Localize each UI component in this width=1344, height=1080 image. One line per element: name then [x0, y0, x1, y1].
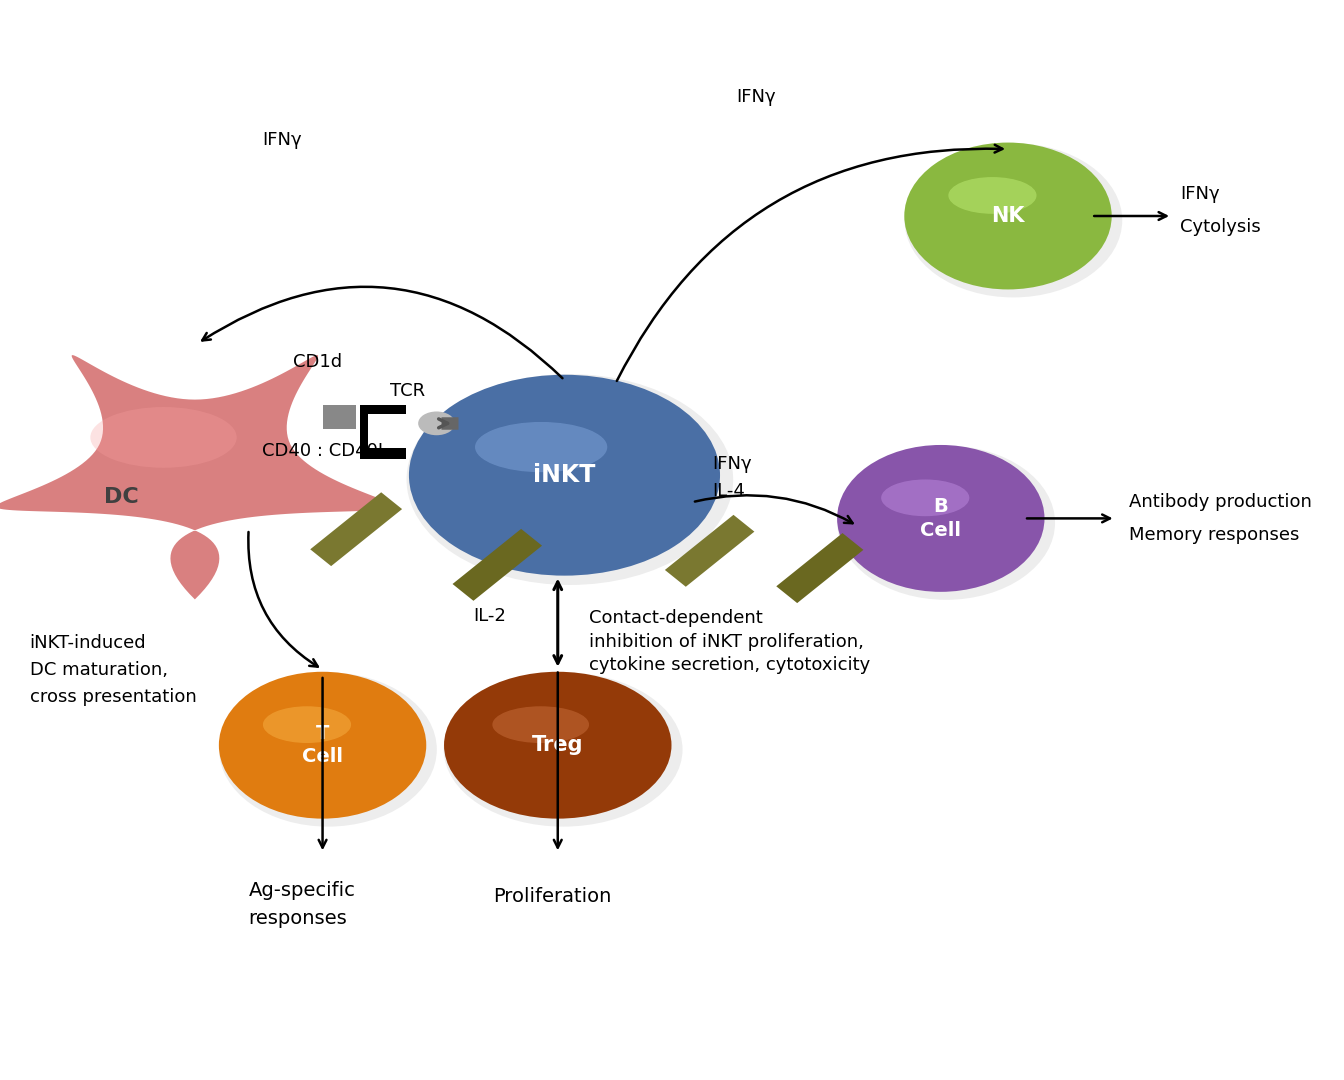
Ellipse shape — [444, 673, 683, 826]
Text: Treg: Treg — [532, 735, 583, 755]
Bar — [777, 534, 863, 603]
Ellipse shape — [444, 672, 672, 819]
Text: cytokine secretion, cytotoxicity: cytokine secretion, cytotoxicity — [589, 657, 870, 674]
Text: IFNγ: IFNγ — [737, 89, 775, 106]
Text: T
Cell: T Cell — [302, 724, 343, 767]
Polygon shape — [0, 355, 394, 599]
Ellipse shape — [905, 143, 1111, 289]
Text: Proliferation: Proliferation — [493, 887, 612, 906]
Text: cross presentation: cross presentation — [30, 688, 196, 705]
Text: B
Cell: B Cell — [921, 497, 961, 540]
Ellipse shape — [263, 706, 351, 743]
Ellipse shape — [90, 407, 237, 468]
Text: responses: responses — [249, 908, 347, 928]
Text: TCR: TCR — [390, 382, 425, 400]
Text: CD40 : CD40L: CD40 : CD40L — [262, 443, 388, 460]
Ellipse shape — [492, 706, 589, 743]
Ellipse shape — [837, 445, 1044, 592]
Text: IL-2: IL-2 — [473, 607, 505, 624]
Text: IFNγ: IFNγ — [262, 132, 301, 149]
Text: IFNγ: IFNγ — [712, 456, 751, 473]
Bar — [453, 529, 542, 600]
Ellipse shape — [409, 375, 720, 576]
Text: IL-4: IL-4 — [712, 483, 745, 500]
Ellipse shape — [905, 144, 1122, 297]
Ellipse shape — [837, 446, 1055, 599]
Ellipse shape — [219, 672, 426, 819]
Ellipse shape — [949, 177, 1036, 214]
Ellipse shape — [474, 422, 607, 472]
Text: DC maturation,: DC maturation, — [30, 661, 168, 678]
Text: Memory responses: Memory responses — [1129, 526, 1300, 543]
Bar — [665, 515, 754, 586]
Bar — [310, 492, 402, 566]
Text: Antibody production: Antibody production — [1129, 494, 1312, 511]
Bar — [323, 405, 356, 429]
Ellipse shape — [418, 411, 456, 435]
Text: NK: NK — [992, 206, 1024, 226]
Ellipse shape — [882, 480, 969, 516]
Ellipse shape — [219, 673, 437, 826]
Text: inhibition of iNKT proliferation,: inhibition of iNKT proliferation, — [589, 633, 864, 650]
Text: Cytolysis: Cytolysis — [1180, 218, 1261, 235]
Bar — [360, 405, 406, 459]
Text: iNKT-induced: iNKT-induced — [30, 634, 146, 651]
Text: iNKT: iNKT — [534, 463, 595, 487]
Ellipse shape — [406, 374, 734, 585]
Text: IFNγ: IFNγ — [1180, 186, 1219, 203]
Text: Ag-specific: Ag-specific — [249, 881, 356, 901]
Bar — [368, 414, 406, 448]
Text: DC: DC — [103, 487, 138, 507]
Text: CD1d: CD1d — [293, 353, 343, 370]
Text: Contact-dependent: Contact-dependent — [589, 609, 762, 626]
